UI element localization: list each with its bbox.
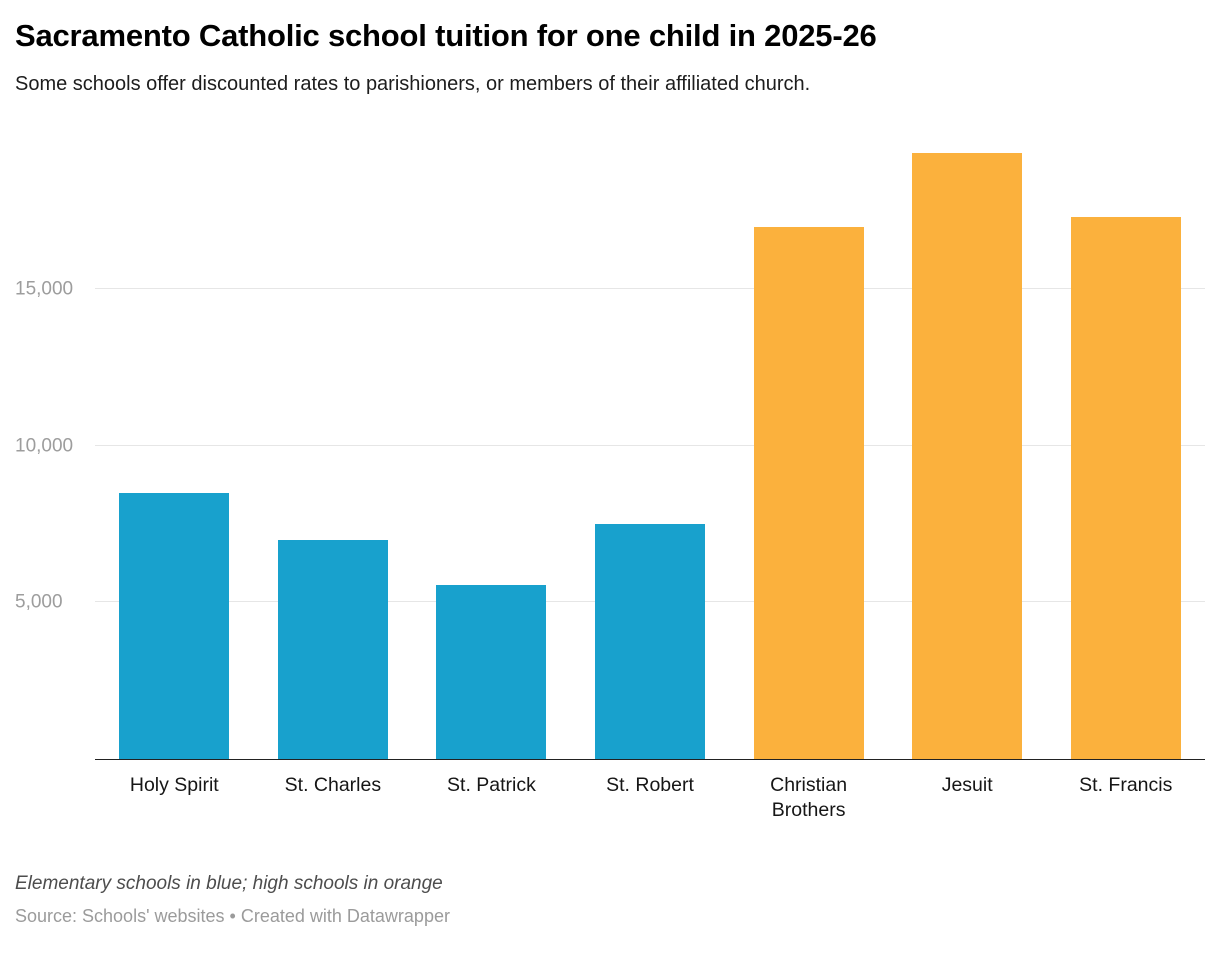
bar-slot [1046, 133, 1205, 759]
bar-chart: 5,000 10,000 15,000 Holy Spirit St. Charles… [15, 133, 1205, 824]
y-axis-tick-label: 15,000 [15, 278, 74, 300]
bar-st-robert[interactable] [595, 523, 706, 759]
bar-christian-brothers[interactable] [753, 226, 864, 759]
bar-slot [888, 133, 1047, 759]
x-axis-label: St. Patrick [447, 773, 536, 796]
bar-st-francis[interactable] [1070, 217, 1181, 759]
y-axis-tick-label: 10,000 [15, 435, 74, 457]
chart-title: Sacramento Catholic school tuition for o… [15, 18, 877, 53]
bar-slot [95, 133, 254, 759]
bar-st-charles[interactable] [277, 539, 388, 759]
bar-slot [571, 133, 730, 759]
chart-subtitle: Some schools offer discounted rates to p… [15, 72, 811, 95]
y-axis-tick-label: 5,000 [15, 591, 63, 613]
x-axis-label: Christian Brothers [770, 773, 848, 821]
plot-area: 5,000 10,000 15,000 [15, 133, 1205, 760]
x-axis-label: St. Francis [1079, 773, 1173, 796]
gridline [95, 444, 1205, 446]
source-text: Source: Schools' websites [15, 906, 225, 927]
datawrapper-attribution-link[interactable]: Created with Datawrapper [240, 906, 450, 927]
bar-slot [412, 133, 571, 759]
chart-source-line: Source: Schools' websites • Created with… [15, 906, 1205, 927]
chart-note: Elementary schools in blue; high schools… [15, 873, 443, 895]
bars-container [95, 133, 1205, 759]
bar-jesuit[interactable] [912, 153, 1023, 759]
bar-holy-spirit[interactable] [119, 492, 230, 759]
x-axis-label: Jesuit [941, 773, 993, 796]
source-separator: • [224, 906, 241, 927]
x-axis-labels: Holy Spirit St. Charles St. Patrick St. Rob… [95, 760, 1205, 824]
gridline [95, 288, 1205, 290]
x-axis-label: St. Robert [606, 773, 694, 796]
bar-slot [254, 133, 413, 759]
x-axis-label: Holy Spirit [129, 773, 219, 796]
bar-st-patrick[interactable] [436, 584, 547, 759]
bar-slot [729, 133, 888, 759]
x-axis-label: St. Charles [284, 773, 382, 796]
